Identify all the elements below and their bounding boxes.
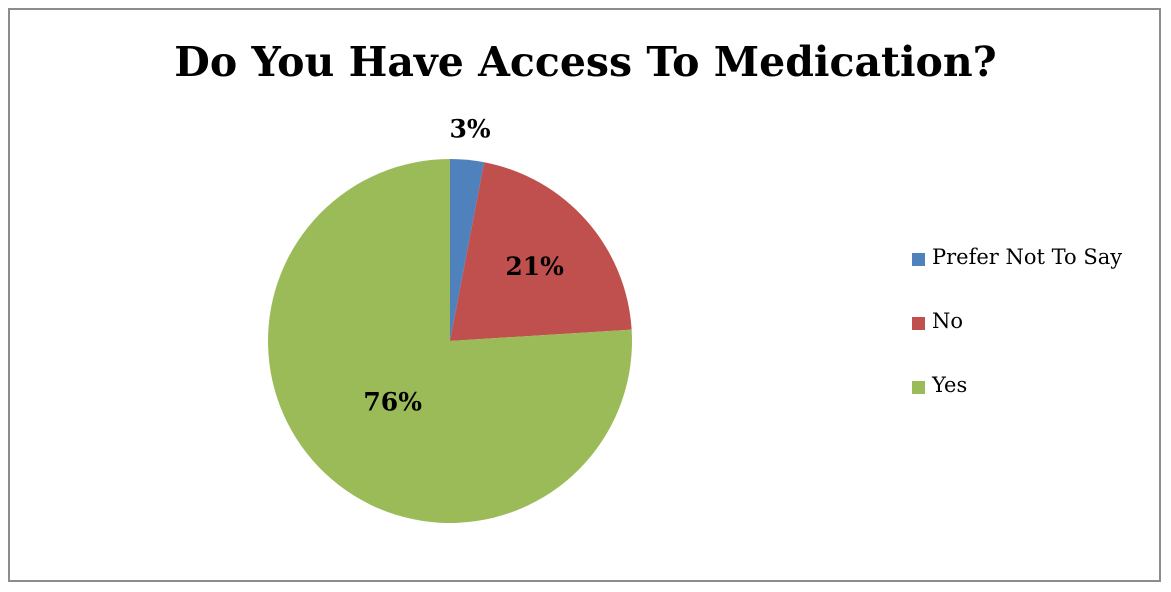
legend-label-no: No (932, 309, 964, 333)
pie-slices (268, 159, 632, 524)
pie-slice-prefer-not-to-say (450, 159, 485, 341)
pie-slice-no (450, 162, 632, 341)
pie-slice-yes (268, 159, 632, 524)
legend-item-yes: Yes (912, 373, 1152, 437)
legend-swatch-yes (912, 381, 925, 394)
legend: Prefer Not To Say No Yes (912, 245, 1152, 437)
legend-swatch-prefer-not-to-say (912, 253, 925, 266)
pie-data-labels: 3% 21% 76% (363, 115, 564, 417)
legend-label-yes: Yes (932, 373, 968, 397)
legend-label-prefer-not-to-say: Prefer Not To Say (932, 245, 1123, 269)
data-label-yes: 76% (363, 388, 422, 417)
data-label-no: 21% (505, 252, 564, 281)
legend-swatch-no (912, 317, 925, 330)
chart-title: Do You Have Access To Medication? (174, 38, 997, 86)
data-label-prefer-not-to-say: 3% (449, 115, 490, 144)
legend-item-prefer-not-to-say: Prefer Not To Say (912, 245, 1152, 309)
legend-item-no: No (912, 309, 1152, 373)
